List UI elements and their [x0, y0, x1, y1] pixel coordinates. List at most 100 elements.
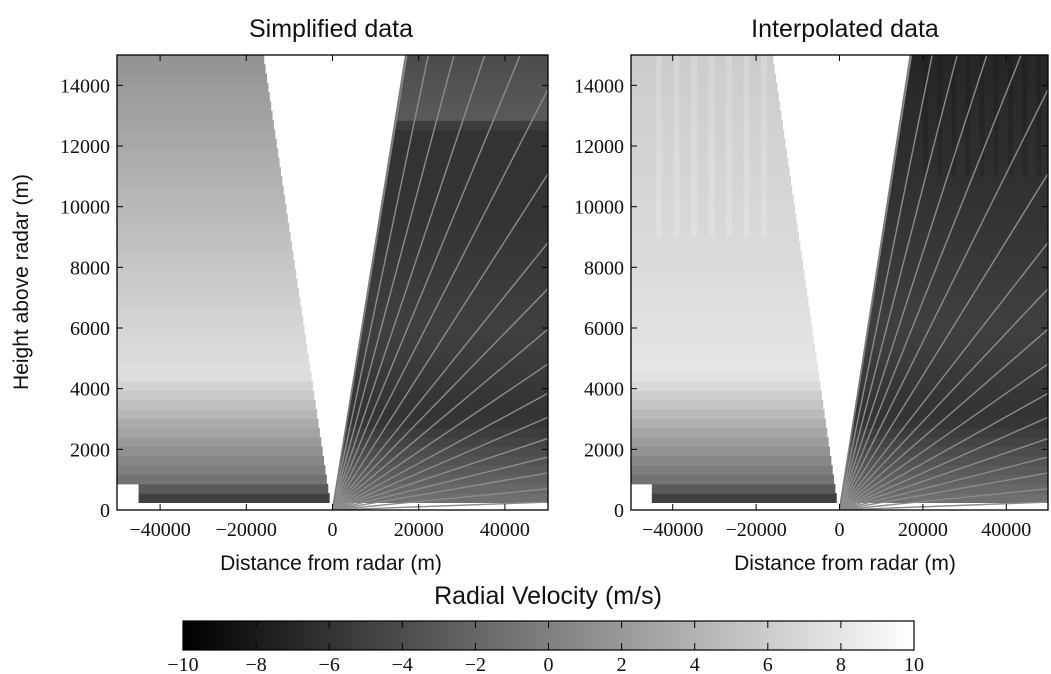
right-wedge-cell [896, 138, 1048, 149]
left-wedge-cell [117, 157, 280, 168]
right-wedge-cell [884, 213, 1048, 224]
beam-line [332, 501, 548, 510]
left-wedge-cell [117, 390, 315, 401]
beam-line [839, 416, 1048, 510]
x-tick-label: −20000 [216, 519, 277, 541]
interp-streak [726, 55, 733, 237]
beam-line [332, 363, 548, 510]
left-wedge-cell [117, 437, 322, 448]
colorbar-tick-label: −10 [167, 654, 198, 674]
left-wedge-cell [631, 120, 783, 131]
left-wedge-cell [631, 148, 787, 159]
left-wedge-cell [117, 185, 284, 196]
right-wedge-cell [373, 250, 548, 261]
right-wedge-cell [390, 148, 548, 159]
right-wedge-cell [374, 241, 548, 252]
right-wedge-cell [399, 92, 548, 103]
right-wedge-cell [858, 381, 1048, 392]
beam-line [839, 488, 1048, 510]
left-wedge-cell [631, 269, 805, 280]
left-wedge-cell [117, 101, 272, 112]
right-wedge-cell [883, 222, 1048, 233]
left-wedge-cell [631, 474, 835, 485]
beam-line [331, 242, 548, 510]
left-wedge-cell [117, 166, 281, 177]
left-wedge-cell [631, 315, 812, 326]
left-wedge-cell [631, 73, 777, 84]
panel-1-xlabel: Distance from radar (m) [220, 552, 442, 575]
y-tick-label: 0 [100, 500, 110, 522]
left-wedge-cell [651, 493, 837, 504]
left-wedge-cell [631, 204, 795, 215]
right-wedge-cell [350, 390, 548, 401]
left-wedge-cell [117, 371, 312, 382]
left-wedge-cell [117, 82, 269, 93]
right-wedge-cell [341, 446, 548, 457]
left-wedge-cell [631, 92, 779, 103]
panel-1-axes: −40000 −20000 0 20000 40000 0 2000 4000 6000 8000… [60, 54, 549, 541]
beam-line [331, 55, 455, 510]
left-wedge-cell [117, 325, 305, 336]
colorbar-ticks: −10 −8 −6 −4 −2 0 2 4 6 8 10 [167, 621, 924, 674]
panel-2-title: Interpolated data [751, 15, 939, 43]
left-wedge-cell [117, 260, 295, 270]
left-wedge-cell [138, 493, 330, 504]
colorbar-tick-label: 6 [763, 654, 773, 674]
left-wedge-cell [631, 362, 818, 373]
y-tick-label: 4000 [70, 379, 110, 401]
beam-line [838, 55, 933, 510]
panel-1-heatmap [117, 55, 548, 510]
right-wedge-cell [899, 120, 1048, 131]
beam-line [332, 472, 548, 510]
interp-streak [922, 55, 928, 177]
beam-line [332, 416, 548, 510]
left-wedge-cell [117, 455, 325, 466]
right-wedge-cell [895, 148, 1048, 159]
right-wedge-cell [871, 297, 1048, 308]
beam-line [838, 288, 1048, 510]
interp-streak [761, 55, 768, 237]
right-wedge-cell [854, 409, 1048, 420]
right-wedge-cell [877, 260, 1048, 270]
left-wedge-cell [631, 241, 801, 252]
x-tick-label: 20000 [394, 519, 444, 541]
right-wedge-cell [876, 269, 1048, 280]
left-wedge-cell [117, 194, 286, 205]
y-tick-label: 12000 [574, 136, 624, 158]
left-wedge-cell [631, 64, 775, 75]
beam-line [839, 392, 1048, 510]
left-wedge-cell [631, 418, 826, 429]
right-wedge-cell [343, 437, 548, 448]
left-wedge-cell [631, 446, 831, 457]
left-wedge-cell [117, 138, 277, 149]
left-wedge-cell [117, 110, 273, 121]
beam-line [838, 173, 1048, 510]
left-wedge-cell [117, 222, 290, 233]
colorbar-label: Radial Velocity (m/s) [434, 582, 662, 610]
right-wedge-cell [370, 269, 548, 280]
left-wedge-cell [651, 483, 836, 494]
left-wedge-cell [138, 483, 329, 494]
right-wedge-cell [368, 278, 548, 289]
left-wedge-cell [631, 194, 794, 205]
beam-line [331, 89, 548, 510]
beam-line [332, 328, 548, 510]
beam-line [332, 392, 548, 510]
left-wedge-cell [631, 166, 790, 177]
left-wedge-cell [631, 455, 832, 466]
right-wedge-cell [403, 64, 548, 75]
right-wedge-cell [902, 101, 1048, 112]
y-tick-label: 4000 [584, 379, 624, 401]
left-wedge-cell [631, 232, 800, 243]
left-wedge-cell [117, 343, 308, 354]
right-wedge-cell [850, 437, 1048, 448]
right-wedge-cell [376, 232, 548, 243]
beam-line [331, 55, 521, 510]
right-wedge-cell [909, 55, 1048, 65]
left-wedge-cell [631, 381, 821, 392]
panel-1-ylabel: Height above radar (m) [10, 174, 33, 390]
colorbar-tick-label: −8 [245, 654, 266, 674]
right-wedge-cell [405, 55, 548, 65]
right-wedge-cell [387, 166, 548, 177]
x-tick-label: −40000 [129, 519, 190, 541]
